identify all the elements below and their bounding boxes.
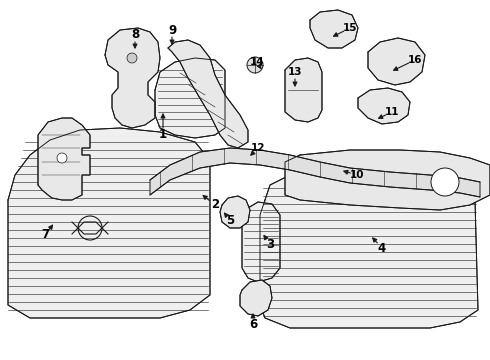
- Circle shape: [57, 153, 67, 163]
- Circle shape: [247, 57, 263, 73]
- Polygon shape: [285, 58, 322, 122]
- Text: 13: 13: [288, 67, 302, 77]
- Polygon shape: [358, 88, 410, 124]
- Text: 12: 12: [251, 143, 265, 153]
- Circle shape: [127, 53, 137, 63]
- Polygon shape: [240, 280, 272, 316]
- Polygon shape: [105, 28, 160, 128]
- Circle shape: [431, 168, 459, 196]
- Polygon shape: [220, 196, 250, 228]
- Polygon shape: [368, 38, 425, 85]
- Text: 6: 6: [249, 319, 257, 332]
- Text: 2: 2: [211, 198, 219, 211]
- Polygon shape: [168, 40, 248, 148]
- Text: 4: 4: [378, 242, 386, 255]
- Text: 16: 16: [408, 55, 422, 65]
- Text: 7: 7: [41, 229, 49, 242]
- Text: 11: 11: [385, 107, 399, 117]
- Polygon shape: [285, 150, 490, 210]
- Text: 5: 5: [226, 213, 234, 226]
- Text: 8: 8: [131, 28, 139, 41]
- Polygon shape: [155, 58, 225, 138]
- Polygon shape: [38, 118, 90, 200]
- Text: 14: 14: [250, 57, 264, 67]
- Polygon shape: [242, 202, 280, 282]
- Text: 10: 10: [350, 170, 364, 180]
- Text: 9: 9: [168, 23, 176, 36]
- Polygon shape: [310, 10, 358, 48]
- Polygon shape: [260, 172, 478, 328]
- Text: 1: 1: [159, 129, 167, 141]
- Polygon shape: [8, 128, 210, 318]
- Polygon shape: [150, 148, 480, 197]
- Text: 3: 3: [266, 238, 274, 252]
- Text: 15: 15: [343, 23, 357, 33]
